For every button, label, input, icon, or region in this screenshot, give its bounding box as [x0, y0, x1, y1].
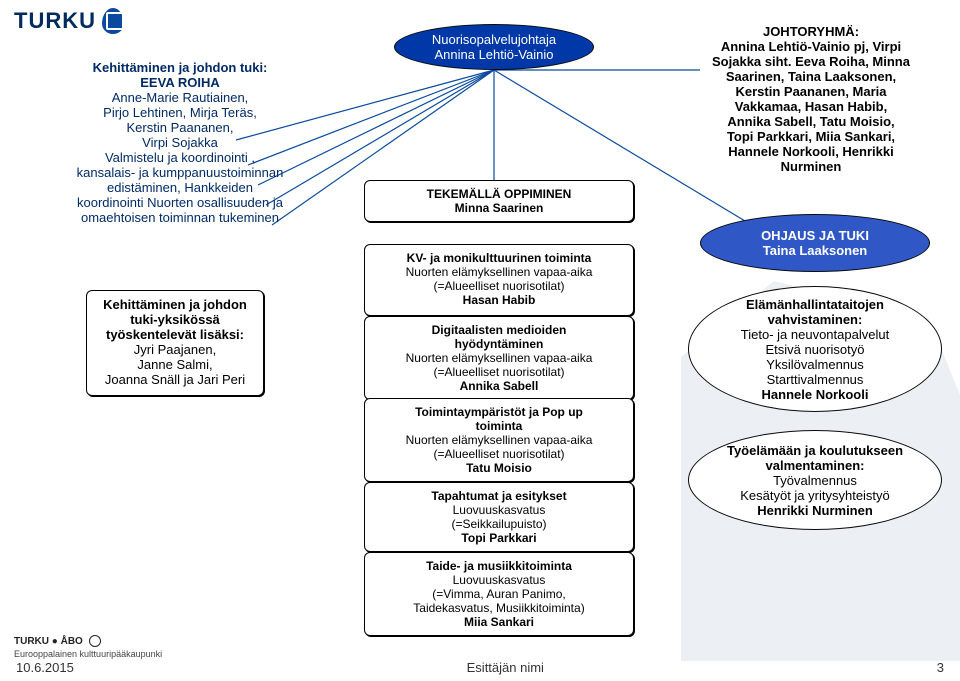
right-oval-line: Henrikki Nurminen — [757, 503, 873, 518]
center-box-line: Hasan Habib — [373, 293, 625, 307]
center-box-line: toiminta — [373, 419, 625, 433]
turku-logo: TURKU — [14, 8, 124, 34]
left-box-line: Janne Salmi, — [95, 357, 255, 372]
center-box-line: Tapahtumat ja esitykset — [373, 489, 625, 503]
right-oval-line: Tieto- ja neuvontapalvelut — [741, 327, 889, 342]
left-box-line: Kehittäminen ja johdon — [95, 297, 255, 312]
center-box-line: Luovuuskasvatus — [373, 573, 625, 587]
left-text-group: Kehittäminen ja johdon tuki: EEVA ROIHAA… — [40, 60, 320, 225]
center-box-line: (=Alueelliset nuorisotilat) — [373, 279, 625, 293]
center-box-4: Tapahtumat ja esityksetLuovuuskasvatus(=… — [364, 482, 634, 552]
center-box-line: Nuorten elämyksellinen vapaa-aika — [373, 265, 625, 279]
center-box-line: hyödyntäminen — [373, 337, 625, 351]
center-box-3: Toimintaympäristöt ja Pop uptoimintaNuor… — [364, 398, 634, 482]
right-oval-line: OHJAUS JA TUKI — [761, 228, 869, 243]
center-box-line: Annika Sabell — [373, 379, 625, 393]
center-box-line: Nuorten elämyksellinen vapaa-aika — [373, 433, 625, 447]
center-box-line: Topi Parkkari — [373, 531, 625, 545]
right-oval-line: Yksilövalmennus — [766, 357, 864, 372]
center-box-line: KV- ja monikulttuurinen toiminta — [373, 251, 625, 265]
center-box-5: Taide- ja musiikkitoimintaLuovuuskasvatu… — [364, 552, 634, 636]
right-oval-2: Työelämään ja koulutukseenvalmentaminen:… — [688, 430, 942, 530]
left-box-line: Jyri Paajanen, — [95, 342, 255, 357]
center-box-line: Luovuuskasvatus — [373, 503, 625, 517]
left-heading: Kehittäminen ja johdon tuki: EEVA ROIHA — [40, 60, 320, 90]
center-box-line: TEKEMÄLLÄ OPPIMINEN — [373, 187, 625, 201]
footer-presenter: Esittäjän nimi — [467, 660, 544, 675]
left-box-line: tuki-yksikössä — [95, 312, 255, 327]
left-support-box: Kehittäminen ja johdontuki-yksikössätyös… — [86, 290, 264, 396]
right-oval-1: Elämänhallintataitojenvahvistaminen:Tiet… — [688, 286, 942, 412]
footer-date: 10.6.2015 — [16, 660, 74, 675]
center-box-2: Digitaalisten medioidenhyödyntäminenNuor… — [364, 316, 634, 400]
footer-pagenum: 3 — [937, 660, 944, 675]
center-box-1: KV- ja monikulttuurinen toimintaNuorten … — [364, 244, 634, 316]
right-oval-line: Taina Laaksonen — [763, 243, 868, 258]
right-oval-line: Työelämään ja koulutukseen — [727, 443, 903, 458]
slide-footer: 10.6.2015 Esittäjän nimi 3 — [0, 660, 960, 675]
center-box-line: (=Alueelliset nuorisotilat) — [373, 365, 625, 379]
logo-text: TURKU — [14, 8, 96, 34]
footer-tag: Eurooppalainen kulttuuripääkaupunki — [14, 649, 162, 659]
center-box-line: Taide- ja musiikkitoiminta — [373, 559, 625, 573]
right-oval-line: vahvistaminen: — [768, 312, 863, 327]
right-oval-line: Etsivä nuorisotyö — [766, 342, 865, 357]
leader-title: Nuorisopalvelujohtaja — [432, 32, 556, 47]
center-box-line: (=Vimma, Auran Panimo, — [373, 587, 625, 601]
right-oval-0: OHJAUS JA TUKITaina Laaksonen — [700, 214, 930, 272]
center-box-line: Miia Sankari — [373, 615, 625, 629]
leader-oval: Nuorisopalvelujohtaja Annina Lehtiö-Vain… — [394, 24, 594, 70]
center-box-line: Minna Saarinen — [373, 201, 625, 215]
right-oval-line: Elämänhallintataitojen — [746, 297, 884, 312]
leader-sub: Annina Lehtiö-Vainio — [434, 47, 553, 62]
footer-circle-icon — [89, 635, 101, 647]
center-box-line: Digitaalisten medioiden — [373, 323, 625, 337]
center-box-line: (=Seikkailupuisto) — [373, 517, 625, 531]
right-oval-line: Hannele Norkooli — [762, 387, 869, 402]
right-oval-line: Kesätyöt ja yritysyhteistyö — [740, 488, 890, 503]
center-box-line: Toimintaympäristöt ja Pop up — [373, 405, 625, 419]
right-oval-line: Starttivalmennus — [767, 372, 864, 387]
center-box-line: Taidekasvatus, Musiikkitoiminta) — [373, 601, 625, 615]
center-box-line: (=Alueelliset nuorisotilat) — [373, 447, 625, 461]
left-box-line: Joanna Snäll ja Jari Peri — [95, 372, 255, 387]
footer-brand: TURKU ● ÅBO — [14, 636, 83, 647]
right-oval-line: Työvalmennus — [773, 473, 857, 488]
footer-logo: TURKU ● ÅBO — [14, 635, 101, 647]
left-box-line: työskentelevät lisäksi: — [95, 327, 255, 342]
center-box-0: TEKEMÄLLÄ OPPIMINENMinna Saarinen — [364, 180, 634, 222]
right-body: Annina Lehtiö-Vainio pj, Virpi Sojakka s… — [686, 39, 936, 174]
logo-emblem-icon — [102, 8, 124, 34]
center-box-line: Tatu Moisio — [373, 461, 625, 475]
right-oval-line: valmentaminen: — [766, 458, 865, 473]
center-box-line: Nuorten elämyksellinen vapaa-aika — [373, 351, 625, 365]
left-body: Anne-Marie Rautiainen, Pirjo Lehtinen, M… — [40, 90, 320, 225]
right-text-group: JOHTORYHMÄ:Annina Lehtiö-Vainio pj, Virp… — [686, 24, 936, 174]
right-heading: JOHTORYHMÄ: — [686, 24, 936, 39]
